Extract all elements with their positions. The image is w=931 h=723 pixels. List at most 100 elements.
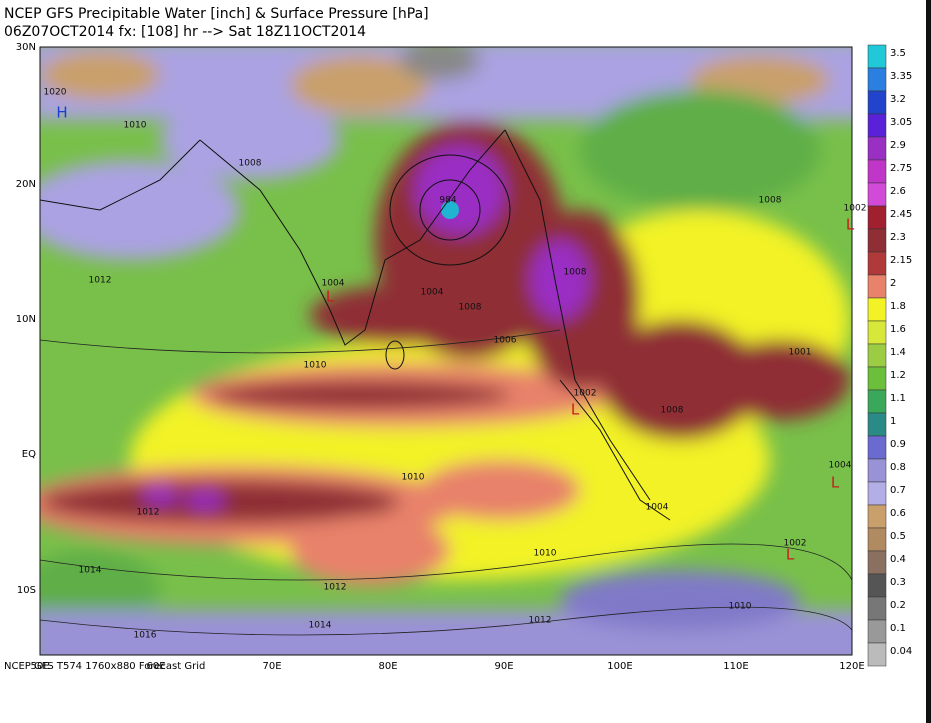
colorbar-cell [867, 251, 887, 276]
colorbar-cell [867, 297, 887, 322]
isobar-label: 1014 [79, 566, 102, 576]
isobar-label: 1010 [534, 549, 557, 559]
isobar-label: 1001 [789, 348, 812, 358]
isobar-label: 1012 [324, 583, 347, 593]
lat-label: 10S [17, 585, 36, 596]
isobar-label: 984 [439, 196, 456, 206]
colorbar-label: 0.5 [890, 531, 906, 542]
colorbar-cell [867, 458, 887, 483]
pressure-center: L [571, 401, 580, 419]
isobar-label: 1004 [646, 503, 669, 513]
colorbar-label: 3.35 [890, 71, 912, 82]
colorbar-label: 1.1 [890, 393, 906, 404]
colorbar-cell [867, 366, 887, 391]
colorbar-cell [867, 113, 887, 138]
colorbar-label: 2.3 [890, 232, 906, 243]
lon-label: 120E [839, 661, 864, 672]
colorbar-cell [867, 320, 887, 345]
lat-label: 10N [16, 314, 36, 325]
colorbar-label: 1.4 [890, 347, 906, 358]
lon-label: 110E [723, 661, 748, 672]
colorbar-cell [867, 596, 887, 621]
colorbar-cell [867, 67, 887, 92]
colorbar-cell [867, 90, 887, 115]
lon-label: 90E [494, 661, 513, 672]
pressure-center: L [326, 288, 335, 306]
isobar-label: 1012 [137, 508, 160, 518]
map-frame [39, 46, 853, 656]
colorbar-label: 2.6 [890, 186, 906, 197]
isobar-label: 1008 [661, 406, 684, 416]
pressure-center: L [831, 474, 840, 492]
colorbar-label: 0.7 [890, 485, 906, 496]
pressure-center: H [56, 104, 67, 122]
lat-label: 30N [16, 42, 36, 53]
isobar-label: 1008 [564, 268, 587, 278]
isobar-label: 1012 [89, 276, 112, 286]
isobar-label: 1010 [402, 473, 425, 483]
isobar-label: 1004 [421, 288, 444, 298]
colorbar-label: 2 [890, 278, 896, 289]
colorbar-label: 0.8 [890, 462, 906, 473]
edge [926, 0, 931, 723]
colorbar-label: 0.2 [890, 600, 906, 611]
colorbar-cell [867, 136, 887, 161]
colorbar-label: 2.15 [890, 255, 912, 266]
colorbar-label: 0.4 [890, 554, 906, 565]
colorbar-label: 0.1 [890, 623, 906, 634]
colorbar-label: 1 [890, 416, 896, 427]
title: NCEP GFS Precipitable Water [inch] & Sur… [4, 6, 429, 22]
colorbar-cell [867, 527, 887, 552]
lat-label: 20N [16, 179, 36, 190]
isobar-label: 1014 [309, 621, 332, 631]
colorbar-cell [867, 205, 887, 230]
colorbar-cell [867, 504, 887, 529]
lat-label: EQ [22, 449, 36, 460]
colorbar-label: 0.9 [890, 439, 906, 450]
colorbar-label: 1.2 [890, 370, 906, 381]
colorbar-cell [867, 182, 887, 207]
colorbar-cell [867, 159, 887, 184]
isobar-label: 1002 [784, 539, 807, 549]
isobar-label: 1002 [574, 389, 597, 399]
colorbar-cell [867, 343, 887, 368]
isobar-label: 1004 [829, 461, 852, 471]
colorbar-label: 1.8 [890, 301, 906, 312]
colorbar-cell [867, 389, 887, 414]
colorbar-cell [867, 44, 887, 69]
pressure-center: L [786, 546, 795, 564]
lon-label: 60E [146, 661, 165, 672]
subtitle: 06Z07OCT2014 fx: [108] hr --> Sat 18Z11O… [4, 24, 366, 40]
isobar-label: 1010 [304, 361, 327, 371]
colorbar-cell [867, 550, 887, 575]
isobar-label: 1008 [759, 196, 782, 206]
colorbar-cell [867, 274, 887, 299]
colorbar-label: 0.3 [890, 577, 906, 588]
colorbar-cell [867, 412, 887, 437]
map-field [40, 47, 852, 655]
lon-label: 70E [262, 661, 281, 672]
colorbar-label: 0.6 [890, 508, 906, 519]
isobar-label: 1008 [239, 159, 262, 169]
lon-label: 50E [30, 661, 49, 672]
lon-label: 80E [378, 661, 397, 672]
colorbar-cell [867, 619, 887, 644]
isobar-label: 1020 [44, 88, 67, 98]
isobar-label: 1008 [459, 303, 482, 313]
colorbar-cell [867, 228, 887, 253]
isobar-label: 1010 [729, 602, 752, 612]
colorbar-label: 2.9 [890, 140, 906, 151]
colorbar-label: 3.2 [890, 94, 906, 105]
lon-label: 100E [607, 661, 632, 672]
colorbar-cell [867, 573, 887, 598]
colorbar-label: 3.5 [890, 48, 906, 59]
isobar-label: 1016 [134, 631, 157, 641]
footer: NCEP GFS T574 1760x880 Forecast Grid [4, 661, 205, 672]
isobar-label: 1010 [124, 121, 147, 131]
colorbar-label: 3.05 [890, 117, 912, 128]
isobar-label: 1004 [322, 279, 345, 289]
colorbar-cell [867, 481, 887, 506]
colorbar-cell [867, 642, 887, 667]
colorbar-label: 2.75 [890, 163, 912, 174]
